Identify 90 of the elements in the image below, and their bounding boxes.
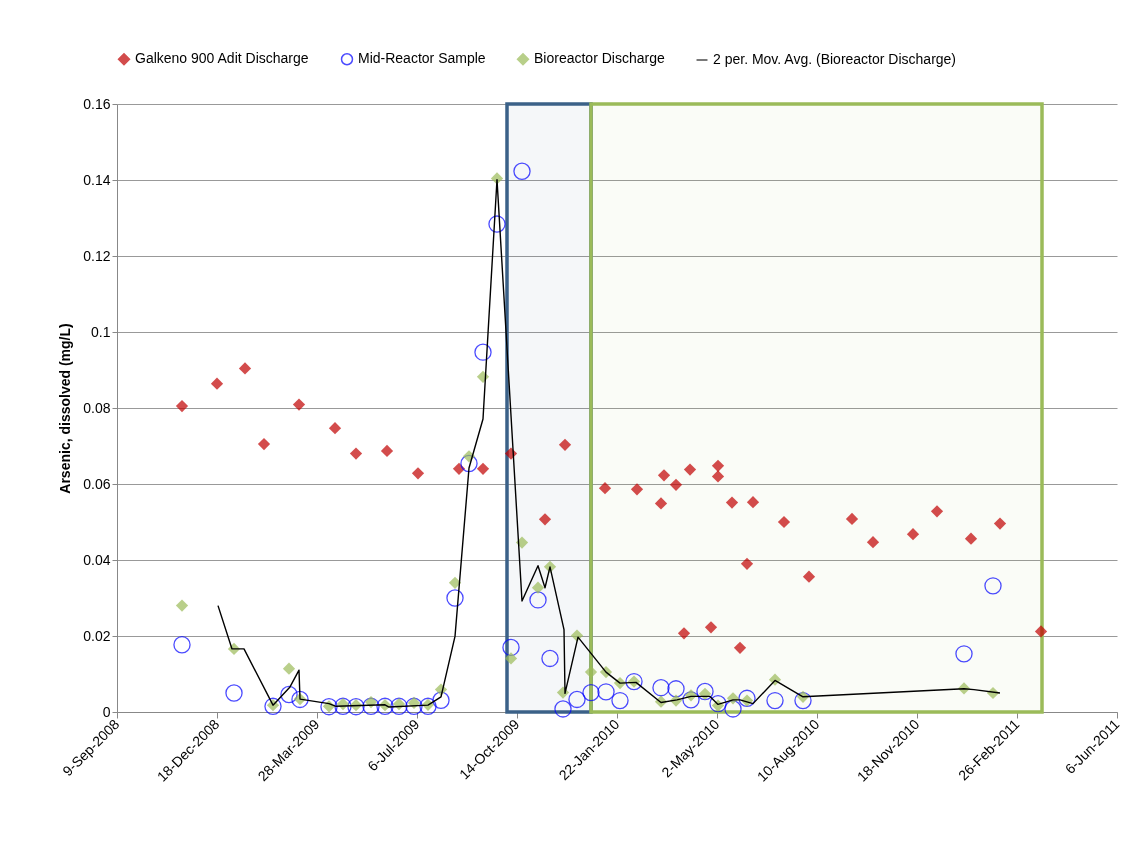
point [328,422,342,435]
legend-label: 2 per. Mov. Avg. (Bioreactor Discharge) [713,51,957,67]
point [794,691,812,710]
point [405,697,423,715]
point [558,438,572,451]
point [448,576,462,589]
point [746,496,760,509]
point [667,680,685,698]
point [598,482,612,495]
point [611,691,629,710]
point [725,496,739,509]
point [541,649,559,668]
point [280,685,298,704]
point [513,162,531,180]
point [597,683,615,701]
point [380,444,394,458]
y-tick-label: 0.08 [83,399,111,416]
point [347,697,365,716]
point [175,599,189,612]
point [504,652,518,665]
point [766,691,784,710]
point [964,532,978,545]
point [502,638,520,657]
point [724,700,742,718]
point [488,215,506,233]
point [906,528,920,541]
point [476,462,490,475]
point [709,694,727,713]
point [432,691,450,709]
point [460,454,478,473]
point [257,437,271,451]
point [175,399,189,413]
point [292,398,306,411]
y-tick-label: 0.12 [83,247,111,264]
point [419,697,437,715]
point [529,591,547,609]
point [582,683,600,702]
point [349,447,363,460]
point [568,690,586,709]
point [474,343,492,361]
y-tick-label: 0.14 [83,171,111,188]
y-axis-title: Arsenic, dissolved (mg/L) [57,323,74,494]
point [845,512,859,526]
point [225,684,243,702]
point [738,689,756,708]
point [677,627,691,640]
point [669,478,683,491]
point [711,459,725,472]
legend-label: Galkeno 900 Adit Discharge [135,50,309,67]
point [733,641,747,654]
point [993,517,1007,530]
point [210,377,224,390]
point [334,697,352,715]
y-tick-label: 0 [102,703,111,720]
point [531,581,545,594]
point [630,483,644,496]
point [704,621,718,634]
point [696,682,714,701]
point [930,505,944,518]
point [362,697,380,715]
point [711,470,725,483]
y-tick-label: 0.06 [83,475,111,492]
point [955,645,973,663]
point [446,589,464,607]
legend-label: Bioreactor Discharge [534,50,665,67]
point [390,697,408,715]
point [538,513,552,526]
point [554,700,572,718]
y-tick-label: 0.16 [83,95,111,112]
point [282,662,296,675]
point [238,362,252,375]
point [682,691,700,709]
point [411,467,425,480]
point [652,678,670,697]
point [657,469,671,482]
point [740,557,754,570]
y-tick-label: 0.04 [83,551,111,568]
legend-label: Mid-Reactor Sample [358,50,486,67]
point [173,636,191,654]
point [683,463,697,476]
point [802,570,816,583]
point [392,697,406,711]
point [584,665,598,679]
point [1034,625,1048,638]
point [654,497,668,510]
point [984,577,1002,595]
point [777,515,791,529]
point [866,536,880,549]
y-tick-label: 0.1 [91,323,111,340]
y-tick-label: 0.02 [83,627,111,644]
